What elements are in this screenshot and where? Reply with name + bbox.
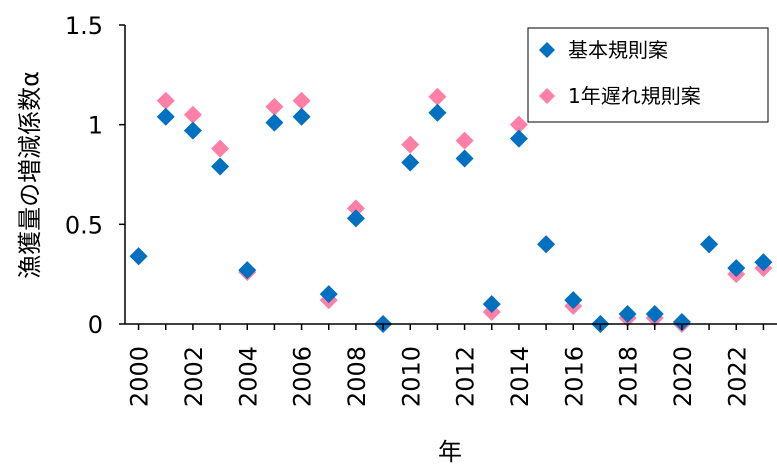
basic-rule-point bbox=[537, 235, 556, 254]
legend-box bbox=[527, 27, 769, 123]
basic-rule-point bbox=[428, 103, 447, 122]
y-axis-ticks: 0 0.5 1 1.5 bbox=[65, 12, 125, 339]
basic-rule-point bbox=[700, 235, 719, 254]
x-tick-label: 2012 bbox=[452, 346, 480, 407]
y-tick-label: 0 bbox=[88, 311, 103, 339]
x-tick-label: 2018 bbox=[615, 346, 643, 407]
late-rule-point bbox=[265, 97, 284, 116]
series-late-rule-markers bbox=[129, 87, 773, 333]
x-axis-ticks: 2000 2002 2004 2006 2008 2010 2012 2014 2016 2018… bbox=[126, 324, 765, 407]
basic-rule-point bbox=[238, 261, 257, 280]
x-tick-label: 2016 bbox=[560, 346, 588, 407]
legend-marker-late bbox=[539, 88, 555, 104]
y-axis-title: 漁獲量の増減係数α bbox=[16, 71, 44, 279]
x-axis-title: 年 bbox=[438, 438, 462, 465]
x-tick-label: 2000 bbox=[126, 346, 154, 407]
basic-rule-point bbox=[564, 291, 583, 310]
late-rule-point bbox=[401, 135, 420, 154]
y-tick-label: 1.5 bbox=[65, 12, 103, 40]
basic-rule-point bbox=[727, 259, 746, 278]
y-tick-label: 1 bbox=[88, 112, 103, 140]
legend-label-basic: 基本規則案 bbox=[568, 38, 668, 62]
late-rule-point bbox=[156, 91, 175, 110]
basic-rule-point bbox=[509, 129, 528, 148]
x-tick-label: 2004 bbox=[234, 346, 262, 407]
basic-rule-point bbox=[156, 107, 175, 126]
x-tick-label: 2002 bbox=[180, 346, 208, 407]
basic-rule-point bbox=[292, 107, 311, 126]
legend: 基本規則案 1年遅れ規則案 bbox=[527, 27, 769, 123]
basic-rule-point bbox=[401, 153, 420, 172]
x-tick-label: 2008 bbox=[343, 346, 371, 407]
basic-rule-point bbox=[183, 121, 202, 140]
late-rule-point bbox=[346, 199, 365, 218]
x-tick-label: 2020 bbox=[669, 346, 697, 407]
late-rule-point bbox=[211, 139, 230, 158]
basic-rule-point bbox=[455, 149, 474, 168]
late-rule-point bbox=[509, 115, 528, 134]
x-tick-label: 2006 bbox=[289, 346, 317, 407]
basic-rule-point bbox=[754, 253, 773, 272]
basic-rule-point bbox=[319, 285, 338, 304]
basic-rule-point bbox=[672, 313, 691, 332]
basic-rule-point bbox=[346, 209, 365, 228]
basic-rule-point bbox=[265, 113, 284, 132]
late-rule-point bbox=[183, 105, 202, 124]
x-tick-label: 2022 bbox=[723, 346, 751, 407]
late-rule-point bbox=[455, 131, 474, 150]
basic-rule-point bbox=[482, 295, 501, 314]
basic-rule-point bbox=[211, 157, 230, 176]
x-tick-label: 2010 bbox=[397, 346, 425, 407]
basic-rule-point bbox=[618, 305, 637, 324]
x-tick-label: 2014 bbox=[506, 346, 534, 407]
y-tick-label: 0.5 bbox=[65, 211, 103, 239]
series-basic-rule-markers bbox=[129, 103, 773, 333]
basic-rule-point bbox=[645, 305, 664, 324]
legend-label-late: 1年遅れ規則案 bbox=[568, 84, 701, 108]
basic-rule-point bbox=[129, 247, 148, 266]
late-rule-point bbox=[428, 87, 447, 106]
legend-marker-basic bbox=[539, 42, 555, 58]
late-rule-point bbox=[292, 91, 311, 110]
